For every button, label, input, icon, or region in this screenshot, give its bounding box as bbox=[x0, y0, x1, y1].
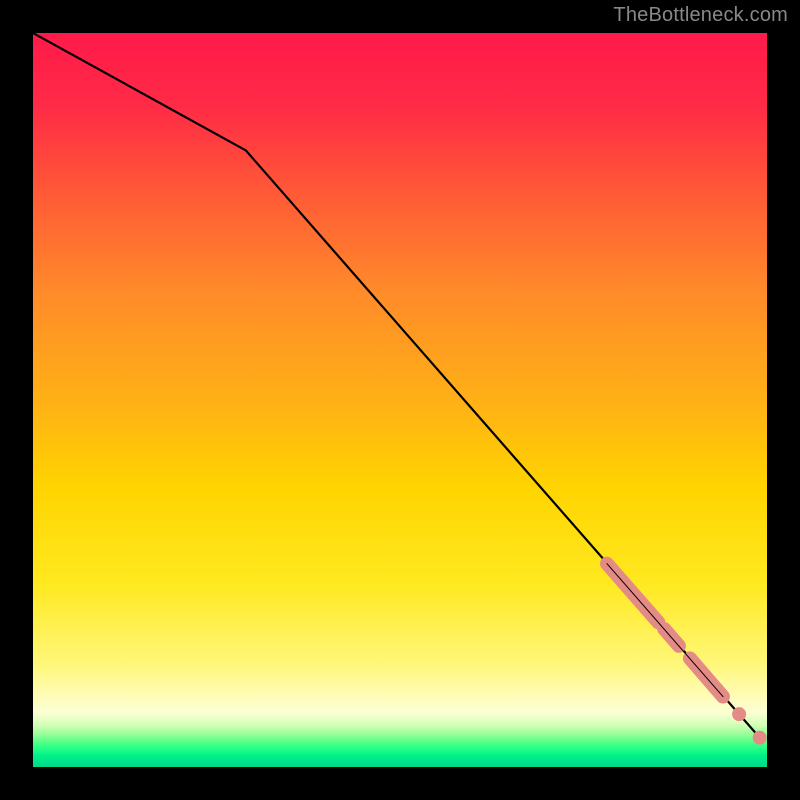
chart-overlay bbox=[33, 33, 767, 767]
main-line bbox=[33, 33, 760, 738]
watermark-text: TheBottleneck.com bbox=[613, 4, 788, 27]
plot-area bbox=[33, 33, 767, 767]
marker-segments bbox=[607, 564, 723, 697]
